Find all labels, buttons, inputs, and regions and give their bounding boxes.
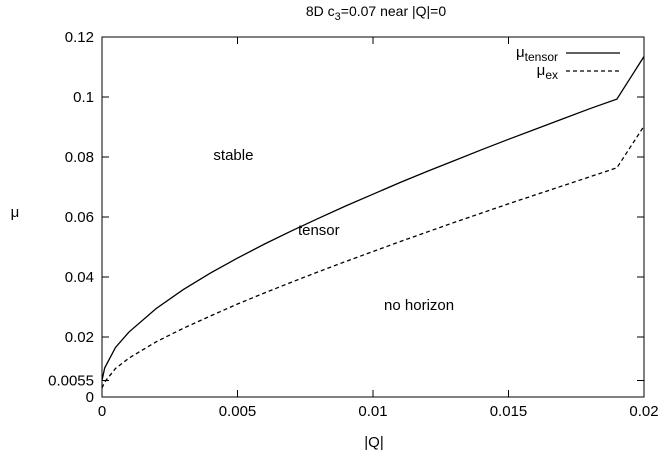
x-tick-label: 0.015 — [490, 403, 528, 420]
series-line-tensor — [101, 56, 645, 381]
chart-title-subscript: 3 — [335, 11, 341, 23]
x-tick-label: 0.01 — [358, 403, 387, 420]
chart-title-main: 8D c — [306, 3, 335, 19]
y-tick-label: 0.02 — [65, 329, 94, 346]
region-label: no horizon — [384, 297, 454, 314]
y-tick-label: 0.08 — [65, 149, 94, 166]
region-label: tensor — [298, 222, 340, 239]
chart-title: 8D c3=0.07 near |Q|=0 — [306, 3, 446, 23]
y-tick-label: 0.0055 — [48, 373, 94, 390]
x-axis-label: |Q| — [364, 434, 383, 451]
legend-label: μtensor — [516, 44, 558, 64]
y-tick-label: 0.12 — [65, 29, 94, 46]
plot-frame — [101, 36, 645, 398]
legend-subscript: ex — [545, 68, 558, 82]
y-axis-label: μ — [11, 204, 20, 221]
y-tick-label: 0.04 — [65, 269, 94, 286]
chart-title-rest: =0.07 near |Q|=0 — [341, 3, 447, 19]
plot-area: 0 0.005 0.01 0.015 0.02 00.0055 0.02 0.04 0.06 0.… — [48, 29, 658, 420]
y-tick-label: 0.1 — [73, 89, 94, 106]
series-line-ex — [101, 125, 645, 389]
x-tick-label: 0.02 — [629, 403, 658, 420]
legend-symbol: μ — [516, 44, 525, 61]
legend-symbol: μ — [537, 62, 546, 79]
x-tick-label: 0.005 — [219, 403, 257, 420]
region-label: stable — [213, 147, 253, 164]
legend-label: μex — [537, 62, 558, 82]
y-tick-label: 0.06 — [65, 209, 94, 226]
x-tick-label: 0 — [98, 403, 106, 420]
legend-subscript: tensor — [525, 50, 558, 64]
y-tick-label: 0 — [86, 389, 94, 406]
